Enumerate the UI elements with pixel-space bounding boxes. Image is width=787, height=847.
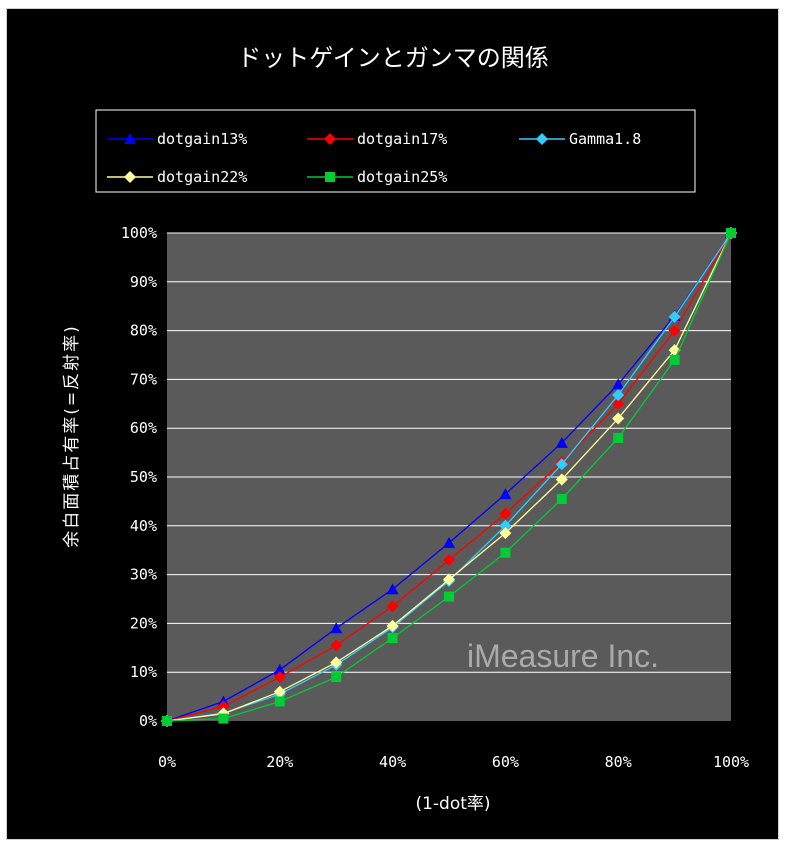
data-point (612, 389, 625, 402)
data-point (162, 716, 172, 726)
data-point (726, 228, 736, 238)
x-tick-labels: 0% 20% 40% 60% 80% 100% (158, 753, 749, 771)
legend-marker (536, 133, 548, 145)
data-point (330, 656, 343, 669)
data-point (273, 663, 286, 675)
legend: dotgain13% dotgain17% Gamma1.8 dotgain22% do… (107, 130, 641, 186)
data-point (273, 671, 286, 684)
legend-marker (324, 133, 336, 145)
data-point (669, 354, 680, 365)
data-point (386, 619, 399, 632)
legend-entry: Gamma1.8 (519, 130, 641, 148)
chart: ドットゲインとガンマの関係 dotgain13% dotgain17% Gamma1… (62, 44, 749, 814)
data-point (612, 397, 625, 410)
x-tick-label: 80% (605, 753, 632, 771)
data-point (499, 488, 512, 500)
y-tick-label: 20% (130, 614, 157, 632)
data-point (555, 458, 568, 471)
data-point (555, 473, 568, 486)
y-tick-labels: 0% 10% 20% 30% 40% 50% 60% 70% 80% 90% 100% (121, 224, 157, 730)
legend-marker (325, 172, 335, 182)
data-point (499, 527, 512, 540)
legend-box (95, 109, 696, 193)
data-point (387, 633, 398, 644)
data-point (668, 324, 681, 337)
x-tick-label: 0% (158, 753, 176, 771)
legend-entry: dotgain25% (307, 168, 447, 186)
data-point (613, 432, 624, 443)
legend-entry: dotgain17% (307, 130, 447, 148)
data-point (331, 672, 342, 683)
data-point (612, 378, 625, 390)
y-tick-label: 0% (139, 712, 157, 730)
data-point (499, 507, 512, 520)
data-point (386, 583, 399, 595)
series-dotgain25% (162, 228, 736, 726)
legend-marker (124, 133, 136, 144)
y-tick-label: 40% (130, 517, 157, 535)
series-group (161, 227, 737, 727)
legend-entry: dotgain13% (107, 130, 247, 148)
data-point (273, 685, 286, 698)
y-tick-label: 60% (130, 419, 157, 437)
y-axis-label: 余白面積占有率(=反射率) (62, 324, 82, 548)
y-tick-label: 70% (130, 370, 157, 388)
legend-label: Gamma1.8 (569, 130, 641, 148)
watermark: iMeasure Inc. (467, 638, 659, 674)
y-tick-label: 50% (130, 468, 157, 486)
y-tick-label: 90% (130, 273, 157, 291)
chart-title: ドットゲインとガンマの関係 (237, 44, 549, 72)
x-tick-label: 100% (713, 753, 749, 771)
data-point (330, 622, 343, 634)
data-point (217, 700, 230, 713)
data-point (444, 591, 454, 602)
data-point (330, 639, 343, 652)
data-point (443, 553, 455, 566)
data-point (499, 519, 512, 532)
x-tick-label: 60% (492, 753, 519, 771)
legend-marker (124, 171, 136, 183)
x-tick-label: 20% (266, 753, 293, 771)
data-point (443, 573, 455, 586)
legend-label: dotgain22% (157, 168, 247, 186)
y-tick-label: 100% (121, 224, 157, 242)
data-point (556, 493, 567, 504)
data-point (555, 436, 568, 448)
x-tick-label: 40% (379, 753, 406, 771)
data-point (218, 713, 229, 724)
x-axis-label: (1-dot率) (415, 794, 490, 814)
data-point (443, 536, 455, 548)
data-point (500, 547, 511, 558)
y-tick-label: 10% (130, 663, 157, 681)
data-point (274, 696, 285, 707)
legend-label: dotgain13% (157, 130, 247, 148)
legend-label: dotgain17% (357, 130, 447, 148)
legend-entry: dotgain22% (107, 168, 247, 186)
y-tick-label: 80% (130, 322, 157, 340)
data-point (612, 412, 625, 425)
data-point (668, 310, 681, 323)
legend-label: dotgain25% (357, 168, 447, 186)
y-tick-label: 30% (130, 566, 157, 584)
data-point (386, 600, 399, 613)
chart-frame: ドットゲインとガンマの関係 dotgain13% dotgain17% Gamma1… (6, 8, 779, 840)
